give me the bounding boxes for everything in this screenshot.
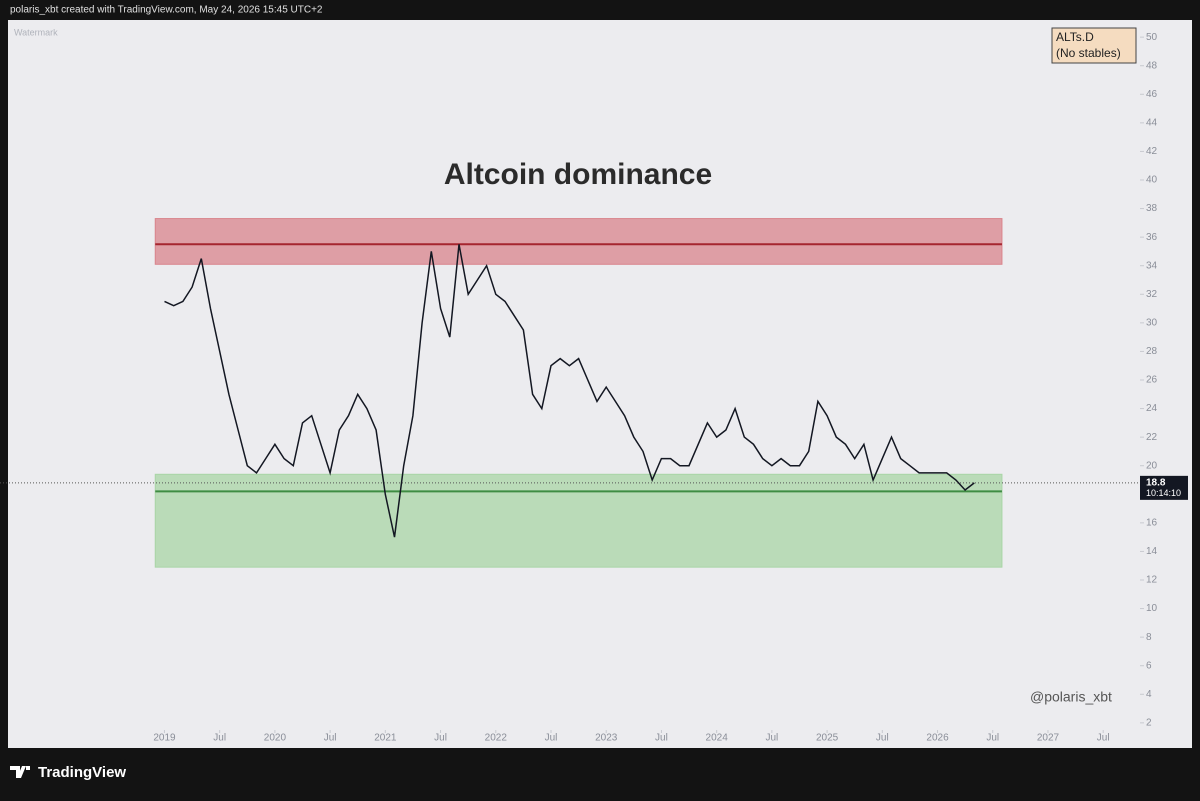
header-text: polaris_xbt created with TradingView.com…	[10, 5, 323, 16]
y-tick-label: 26	[1146, 375, 1158, 386]
x-tick-label: Jul	[213, 733, 226, 744]
y-tick-label: 38	[1146, 203, 1158, 214]
y-tick-label: 36	[1146, 232, 1158, 243]
x-tick-label: 2019	[153, 733, 176, 744]
plot: 2468101214161820222426283032343638404244…	[0, 32, 1188, 744]
y-tick-label: 48	[1146, 60, 1158, 71]
zone	[154, 473, 1003, 568]
y-tick-label: 42	[1146, 146, 1158, 157]
chart-title: Altcoin dominance	[444, 158, 712, 191]
logo-text: TradingView	[38, 764, 126, 781]
x-tick-label: 2025	[816, 733, 839, 744]
zone	[154, 218, 1003, 265]
x-tick-label: 2020	[264, 733, 287, 744]
logo-icon	[10, 766, 30, 778]
x-tick-label: Jul	[986, 733, 999, 744]
y-tick-label: 32	[1146, 289, 1158, 300]
y-tick-label: 30	[1146, 317, 1158, 328]
x-tick-label: Jul	[545, 733, 558, 744]
y-tick-label: 2	[1146, 717, 1152, 728]
symbol: ALTs.D	[1056, 30, 1094, 44]
symbol-box	[1051, 27, 1137, 64]
y-tick-label: 44	[1146, 117, 1158, 128]
y-tick-label: 8	[1146, 632, 1152, 643]
x-tick-label: 2021	[374, 733, 397, 744]
x-tick-label: Jul	[765, 733, 778, 744]
chart-area	[8, 20, 1192, 748]
x-tick-label: 2022	[485, 733, 508, 744]
x-tick-label: Jul	[655, 733, 668, 744]
y-tick-label: 10	[1146, 603, 1158, 614]
y-tick-label: 16	[1146, 517, 1158, 528]
last-price-label: 18.8	[1146, 477, 1166, 488]
logo: TradingView	[10, 764, 126, 781]
price-line	[164, 244, 975, 538]
y-tick-label: 22	[1146, 432, 1158, 443]
x-tick-label: 2027	[1037, 733, 1060, 744]
y-tick-label: 12	[1146, 575, 1158, 586]
y-tick-label: 46	[1146, 89, 1158, 100]
symbol-note: (No stables)	[1056, 46, 1121, 60]
x-tick-label: Jul	[1097, 733, 1110, 744]
x-tick-label: 2024	[706, 733, 729, 744]
last-price-box	[1140, 475, 1188, 500]
y-tick-label: 20	[1146, 460, 1158, 471]
y-tick-label: 34	[1146, 260, 1158, 271]
countdown: 10:14:10	[1146, 488, 1181, 498]
y-tick-label: 6	[1146, 660, 1152, 671]
x-tick-label: Jul	[324, 733, 337, 744]
x-tick-label: 2023	[595, 733, 618, 744]
x-tick-label: Jul	[434, 733, 447, 744]
x-tick-label: 2026	[926, 733, 949, 744]
y-tick-label: 50	[1146, 32, 1158, 43]
handle: @polaris_xbt	[1030, 689, 1112, 705]
y-tick-label: 14	[1146, 546, 1158, 557]
watermark: Watermark	[14, 27, 58, 37]
x-tick-label: Jul	[876, 733, 889, 744]
y-tick-label: 4	[1146, 689, 1152, 700]
y-tick-label: 28	[1146, 346, 1158, 357]
y-tick-label: 40	[1146, 175, 1158, 186]
y-tick-label: 24	[1146, 403, 1158, 414]
